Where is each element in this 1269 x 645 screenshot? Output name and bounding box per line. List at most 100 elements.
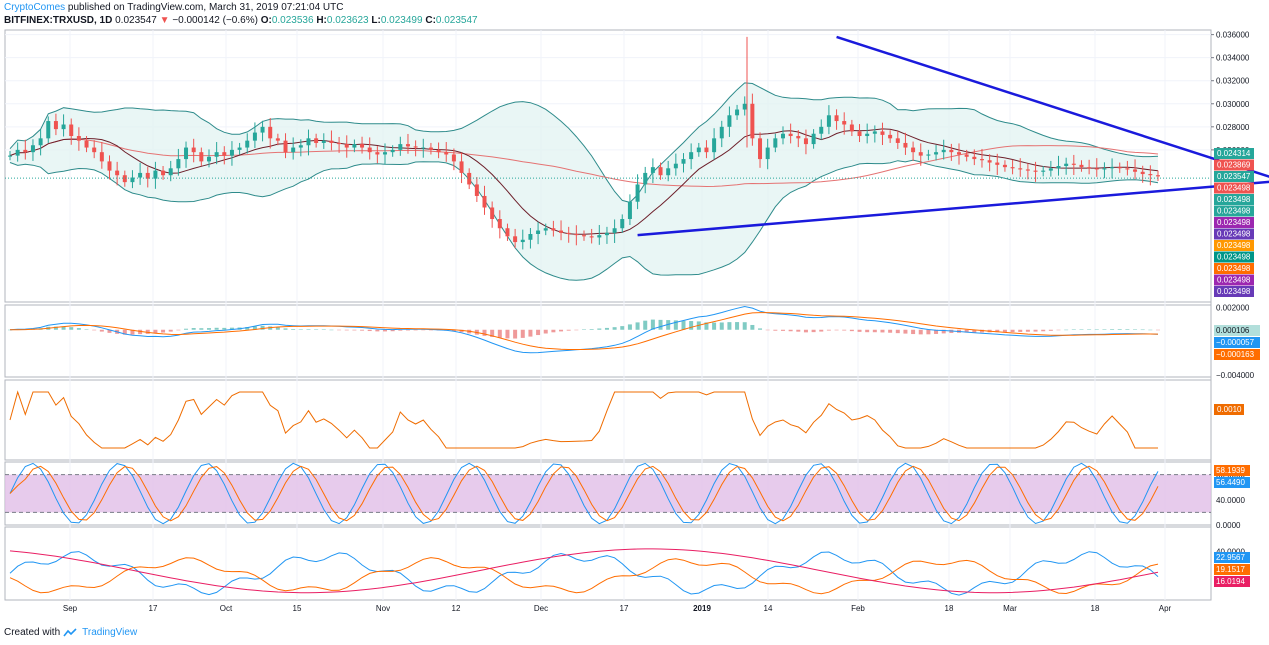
candle-body bbox=[551, 228, 556, 231]
stoch-k-line bbox=[9, 462, 1159, 525]
candle-body bbox=[344, 144, 349, 148]
candle-body bbox=[1125, 168, 1130, 170]
candle-body bbox=[1056, 166, 1061, 169]
macd-histogram-bar bbox=[559, 329, 564, 332]
candle-body bbox=[589, 236, 594, 238]
symbol-label[interactable]: BITFINEX:TRXUSD, 1D bbox=[4, 15, 113, 26]
candle-body bbox=[199, 152, 204, 162]
date-tick-label: Oct bbox=[220, 604, 233, 613]
macd-histogram-bar bbox=[803, 329, 808, 333]
candle-body bbox=[696, 147, 701, 153]
macd-histogram-bar bbox=[1025, 329, 1030, 332]
price-label-text: 0.023498 bbox=[1217, 207, 1251, 216]
author-name[interactable]: CryptoComes bbox=[4, 2, 66, 13]
tradingview-link[interactable]: TradingView bbox=[82, 627, 138, 638]
dmi-tick-label: 40.0000 bbox=[1216, 547, 1245, 556]
candle-body bbox=[612, 228, 617, 233]
last-price: 0.023547 bbox=[115, 15, 157, 26]
candle-body bbox=[428, 147, 433, 150]
macd-histogram-bar bbox=[298, 329, 303, 330]
candle-body bbox=[1064, 163, 1069, 166]
macd-histogram-bar bbox=[689, 321, 694, 330]
candle-body bbox=[1018, 168, 1023, 170]
candle-body bbox=[780, 133, 785, 139]
macd-histogram-bar bbox=[84, 329, 89, 330]
candle-body bbox=[260, 126, 265, 133]
macd-histogram-bar bbox=[979, 329, 984, 333]
macd-tick-label: −0.004000 bbox=[1216, 371, 1255, 380]
macd-histogram-bar bbox=[337, 329, 342, 331]
macd-histogram-bar bbox=[375, 329, 380, 332]
macd-histogram-bar bbox=[344, 329, 349, 331]
candle-body bbox=[964, 154, 969, 157]
macd-histogram-bar bbox=[161, 329, 166, 333]
candle-body bbox=[130, 177, 135, 183]
candle-body bbox=[245, 140, 250, 148]
bollinger-upper-line bbox=[9, 82, 1159, 203]
candle-body bbox=[268, 126, 273, 139]
candle-body bbox=[291, 147, 296, 153]
candle-body bbox=[689, 152, 694, 160]
macd-histogram-bar bbox=[865, 329, 870, 333]
candle-body bbox=[1025, 169, 1030, 171]
macd-histogram-bar bbox=[168, 329, 173, 332]
candle-body bbox=[191, 147, 196, 153]
candle-body bbox=[38, 138, 43, 146]
price-label-box bbox=[1214, 182, 1254, 194]
candle-body bbox=[76, 136, 81, 141]
candle-body bbox=[474, 184, 479, 196]
macd-histogram-bar bbox=[390, 329, 395, 332]
macd-histogram-bar bbox=[329, 329, 334, 331]
macd-label-text: −0.000057 bbox=[1216, 338, 1255, 347]
date-tick-label: Dec bbox=[534, 604, 548, 613]
candle-body bbox=[911, 147, 916, 153]
stoch-label-box bbox=[1214, 465, 1250, 476]
macd-histogram-bar bbox=[872, 329, 877, 333]
oscillator-label-text: 0.0010 bbox=[1217, 405, 1242, 414]
tradingview-logo-icon bbox=[63, 627, 77, 636]
candle-body bbox=[161, 170, 166, 176]
candle-body bbox=[650, 167, 655, 173]
candle-body bbox=[811, 133, 816, 145]
macd-histogram-bar bbox=[758, 328, 763, 330]
macd-histogram-bar bbox=[857, 329, 862, 332]
candle-body bbox=[405, 144, 410, 147]
price-label-text: 0.023869 bbox=[1217, 161, 1251, 170]
date-tick-label: 17 bbox=[620, 604, 629, 613]
oscillator-label-box bbox=[1214, 404, 1244, 415]
candle-body bbox=[214, 152, 219, 157]
macd-label-box bbox=[1214, 349, 1260, 360]
candle-body bbox=[337, 142, 342, 145]
candle-body bbox=[122, 175, 127, 183]
candle-body bbox=[880, 131, 885, 135]
macd-histogram-bar bbox=[505, 329, 510, 339]
macd-histogram-bar bbox=[321, 329, 326, 330]
date-tick-label: Feb bbox=[851, 604, 865, 613]
candle-body bbox=[842, 121, 847, 125]
candle-body bbox=[834, 115, 839, 122]
candle-body bbox=[742, 103, 747, 110]
price-label-text: 0.023498 bbox=[1217, 253, 1251, 262]
price-label-text: 0.023498 bbox=[1217, 264, 1251, 273]
candle-body bbox=[788, 133, 793, 137]
macd-histogram-bar bbox=[138, 329, 143, 335]
candle-body bbox=[99, 152, 104, 162]
macd-histogram-bar bbox=[1033, 329, 1038, 332]
candle-body bbox=[467, 172, 472, 185]
macd-histogram-bar bbox=[528, 329, 533, 337]
low-value: 0.023499 bbox=[380, 15, 423, 26]
macd-histogram-bar bbox=[1010, 329, 1015, 333]
date-tick-label: 2019 bbox=[693, 604, 711, 613]
macd-histogram-bar bbox=[941, 329, 946, 334]
candle-body bbox=[604, 232, 609, 236]
candle-body bbox=[61, 124, 66, 130]
stoch-label-text: 58.1939 bbox=[1216, 466, 1245, 475]
candle-body bbox=[222, 152, 227, 156]
candle-body bbox=[712, 138, 717, 153]
candle-body bbox=[941, 149, 946, 153]
date-tick-label: Sep bbox=[63, 604, 78, 613]
macd-histogram-bar bbox=[681, 320, 686, 330]
candle-body bbox=[773, 138, 778, 148]
price-label-box bbox=[1214, 205, 1254, 217]
